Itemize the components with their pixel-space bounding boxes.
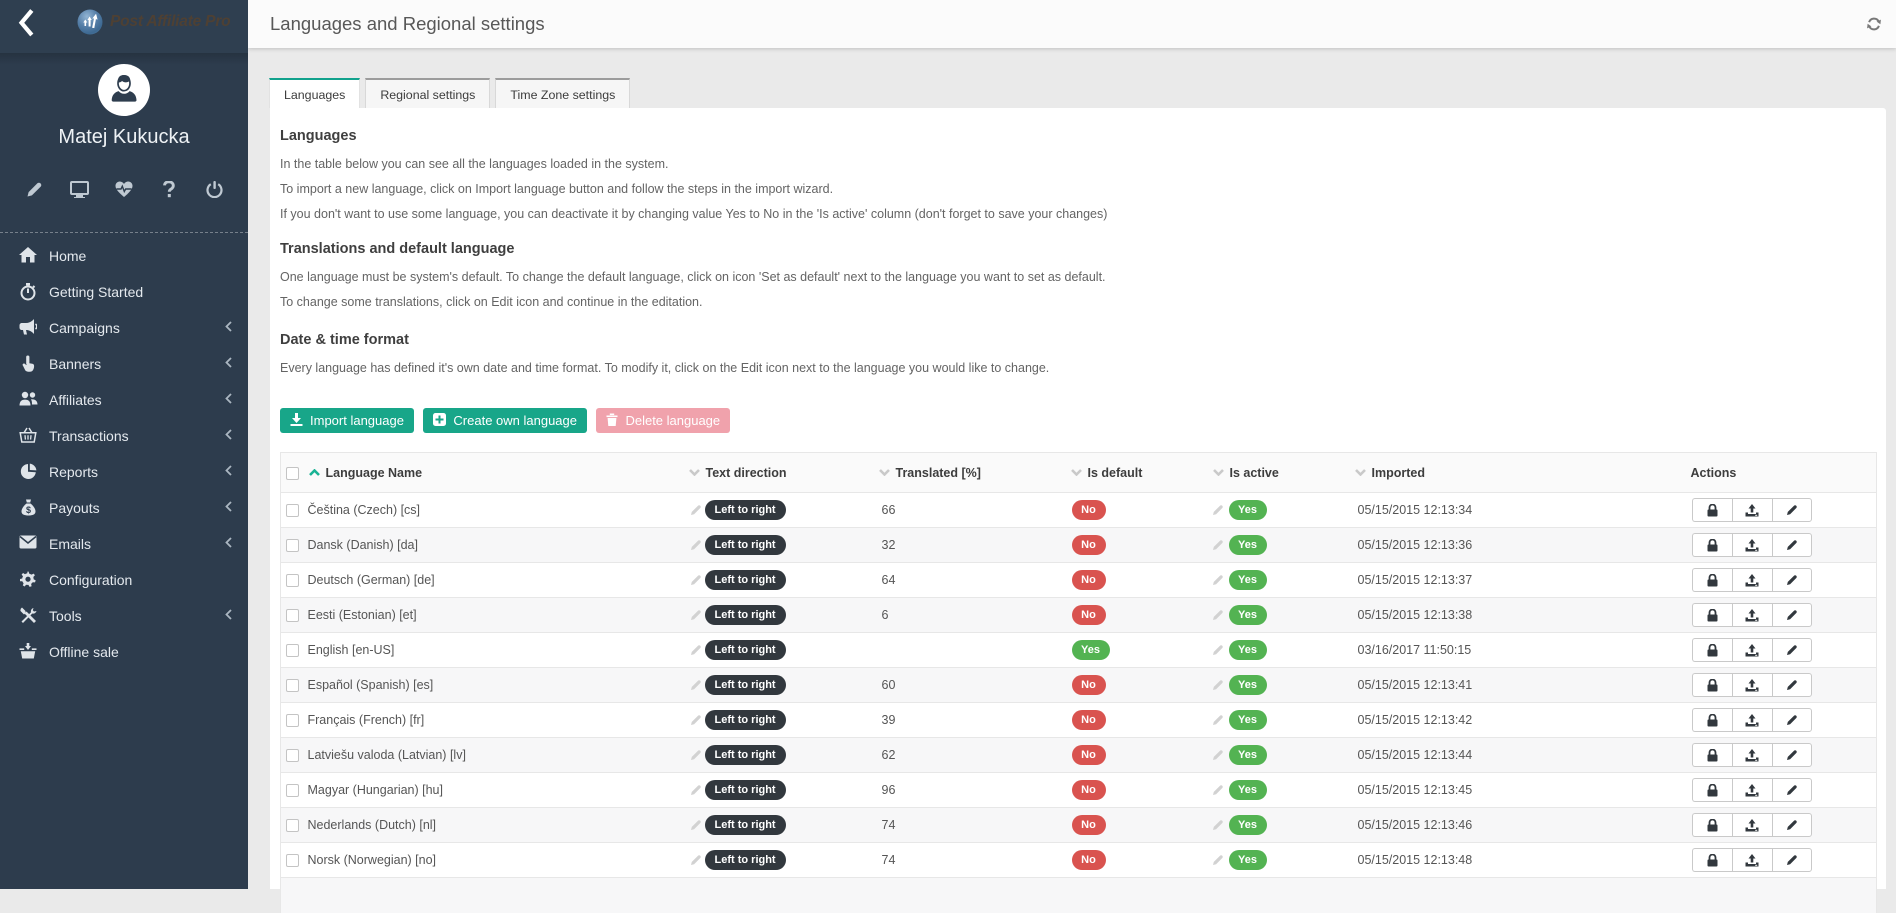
svg-text:$: $ [25,505,30,515]
